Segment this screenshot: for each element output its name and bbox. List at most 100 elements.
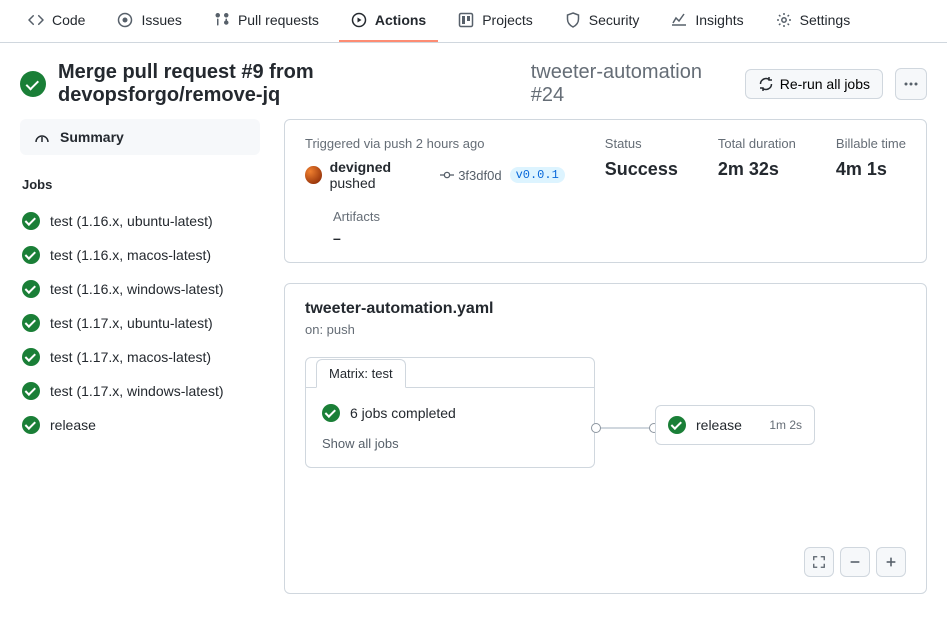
matrix-tab-label: Matrix: test xyxy=(316,359,406,388)
check-circle-icon xyxy=(22,416,40,434)
meter-icon xyxy=(34,129,50,145)
show-all-jobs-link[interactable]: Show all jobs xyxy=(322,436,578,451)
billable-value[interactable]: 4m 1s xyxy=(836,159,906,180)
run-main: Triggered via push 2 hours ago devigned … xyxy=(284,119,927,594)
workflow-graph[interactable]: Matrix: test 6 jobs completed Show all j… xyxy=(305,357,906,577)
tab-label: Code xyxy=(52,12,85,28)
job-label: test (1.17.x, ubuntu-latest) xyxy=(50,315,213,331)
job-item[interactable]: test (1.16.x, ubuntu-latest) xyxy=(20,204,260,238)
workflow-file-name: tweeter-automation.yaml xyxy=(305,300,906,318)
projects-icon xyxy=(458,12,474,28)
billable-label: Billable time xyxy=(836,136,906,151)
run-number: #24 xyxy=(531,84,564,106)
run-title-text: Merge pull request #9 from devopsforgo/r… xyxy=(58,61,523,107)
tab-label: Pull requests xyxy=(238,12,319,28)
check-circle-icon xyxy=(322,404,340,422)
tab-insights[interactable]: Insights xyxy=(659,0,755,42)
job-label: release xyxy=(50,417,96,433)
tab-pulls[interactable]: Pull requests xyxy=(202,0,331,42)
job-item[interactable]: test (1.17.x, ubuntu-latest) xyxy=(20,306,260,340)
artifacts-value: – xyxy=(333,230,565,246)
tab-label: Actions xyxy=(375,12,426,28)
fullscreen-button[interactable] xyxy=(804,547,834,577)
job-item[interactable]: test (1.17.x, windows-latest) xyxy=(20,374,260,408)
tab-security[interactable]: Security xyxy=(553,0,652,42)
job-label: test (1.16.x, macos-latest) xyxy=(50,247,211,263)
run-title: Merge pull request #9 from devopsforgo/r… xyxy=(58,61,733,107)
workflow-on-text: on: push xyxy=(305,322,906,337)
artifacts-label: Artifacts xyxy=(333,209,565,224)
tab-issues[interactable]: Issues xyxy=(105,0,193,42)
matrix-summary: 6 jobs completed xyxy=(350,405,456,421)
run-meta-card: Triggered via push 2 hours ago devigned … xyxy=(284,119,927,263)
sync-icon xyxy=(758,76,774,92)
tab-actions[interactable]: Actions xyxy=(339,0,438,42)
sha-text: 3f3df0d xyxy=(458,168,501,183)
job-item[interactable]: test (1.16.x, windows-latest) xyxy=(20,272,260,306)
check-circle-icon xyxy=(22,212,40,230)
job-item[interactable]: test (1.17.x, macos-latest) xyxy=(20,340,260,374)
kebab-icon xyxy=(903,76,919,92)
code-icon xyxy=(28,12,44,28)
zoom-in-button[interactable] xyxy=(876,547,906,577)
tab-label: Security xyxy=(589,12,640,28)
zoom-out-button[interactable] xyxy=(840,547,870,577)
check-circle-icon xyxy=(22,314,40,332)
commit-icon xyxy=(440,168,454,182)
tab-label: Settings xyxy=(800,12,851,28)
job-label: test (1.16.x, ubuntu-latest) xyxy=(50,213,213,229)
check-circle-icon xyxy=(668,416,686,434)
check-circle-icon xyxy=(22,280,40,298)
graph-edge xyxy=(595,427,655,429)
minus-icon xyxy=(848,555,862,569)
rerun-label: Re-run all jobs xyxy=(780,76,870,92)
check-circle-icon xyxy=(22,382,40,400)
graph-controls xyxy=(804,547,906,577)
graph-icon xyxy=(671,12,687,28)
check-circle-icon xyxy=(22,348,40,366)
avatar xyxy=(305,166,322,184)
gear-icon xyxy=(776,12,792,28)
tab-settings[interactable]: Settings xyxy=(764,0,863,42)
check-circle-icon xyxy=(20,71,46,97)
run-header: Merge pull request #9 from devopsforgo/r… xyxy=(0,43,947,119)
tab-label: Issues xyxy=(141,12,181,28)
tab-label: Projects xyxy=(482,12,533,28)
repo-tabnav: Code Issues Pull requests Actions Projec… xyxy=(0,0,947,43)
duration-value[interactable]: 2m 32s xyxy=(718,159,796,180)
jobs-heading: Jobs xyxy=(22,177,260,192)
plus-icon xyxy=(884,555,898,569)
pull-request-icon xyxy=(214,12,230,28)
action-verb: pushed xyxy=(330,175,376,191)
duration-label: Total duration xyxy=(718,136,796,151)
status-label: Status xyxy=(605,136,678,151)
tag-chip[interactable]: v0.0.1 xyxy=(510,167,565,183)
workflow-graph-card: tweeter-automation.yaml on: push Matrix:… xyxy=(284,283,927,594)
rerun-all-button[interactable]: Re-run all jobs xyxy=(745,69,883,99)
shield-icon xyxy=(565,12,581,28)
workflow-name: tweeter-automation xyxy=(531,61,702,83)
summary-link[interactable]: Summary xyxy=(20,119,260,155)
summary-label: Summary xyxy=(60,129,124,145)
issues-icon xyxy=(117,12,133,28)
tab-code[interactable]: Code xyxy=(16,0,97,42)
fullscreen-icon xyxy=(812,555,826,569)
job-label: test (1.17.x, windows-latest) xyxy=(50,383,224,399)
tab-projects[interactable]: Projects xyxy=(446,0,545,42)
tab-label: Insights xyxy=(695,12,743,28)
release-duration: 1m 2s xyxy=(769,418,802,432)
actor-name[interactable]: devigned xyxy=(330,159,391,175)
matrix-node[interactable]: Matrix: test 6 jobs completed Show all j… xyxy=(305,357,595,468)
release-node[interactable]: release 1m 2s xyxy=(655,405,815,445)
actions-icon xyxy=(351,12,367,28)
job-label: test (1.16.x, windows-latest) xyxy=(50,281,224,297)
job-item[interactable]: test (1.16.x, macos-latest) xyxy=(20,238,260,272)
job-label: test (1.17.x, macos-latest) xyxy=(50,349,211,365)
commit-sha-link[interactable]: 3f3df0d xyxy=(440,168,501,183)
status-value: Success xyxy=(605,159,678,180)
kebab-menu-button[interactable] xyxy=(895,68,927,100)
trigger-text: Triggered via push 2 hours ago xyxy=(305,136,565,151)
release-label: release xyxy=(696,417,742,433)
job-item[interactable]: release xyxy=(20,408,260,442)
check-circle-icon xyxy=(22,246,40,264)
